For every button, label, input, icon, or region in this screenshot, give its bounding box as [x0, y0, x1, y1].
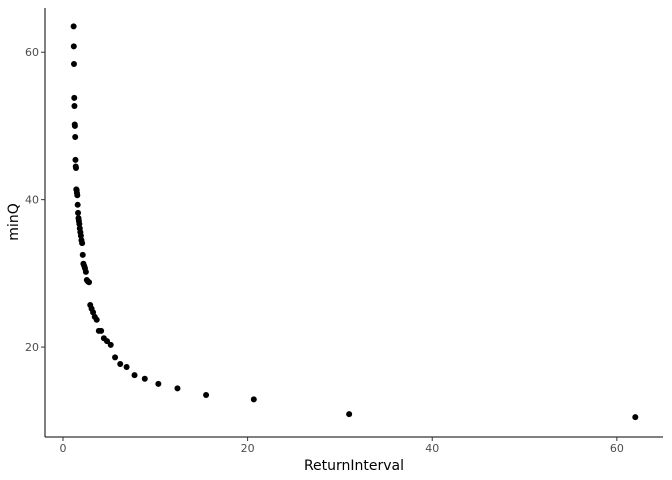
point [250, 396, 257, 403]
point [71, 121, 78, 128]
x-tick-label: 40 [425, 442, 439, 455]
x-tick-label: 60 [610, 442, 624, 455]
point [131, 372, 138, 379]
y-axis-title: minQ [6, 203, 22, 240]
point [70, 61, 77, 68]
y-tick-label: 40 [25, 194, 39, 207]
x-tick-label: 0 [60, 442, 67, 455]
point [74, 201, 81, 208]
point [123, 363, 130, 370]
point [78, 237, 85, 244]
point [83, 276, 90, 283]
point [75, 209, 82, 216]
point [73, 186, 80, 193]
point [87, 302, 94, 309]
point [203, 391, 210, 398]
point [100, 335, 107, 342]
point [75, 215, 82, 222]
point [112, 354, 119, 361]
y-tick-label: 60 [25, 46, 39, 59]
point [107, 341, 114, 348]
point [71, 103, 78, 110]
point [70, 23, 77, 30]
point [79, 251, 86, 258]
point [72, 163, 79, 170]
point [95, 327, 102, 334]
point [72, 133, 79, 140]
point [117, 361, 124, 368]
point [174, 385, 181, 392]
x-tick-label: 20 [241, 442, 255, 455]
x-axis-title: ReturnInterval [304, 458, 404, 474]
point [346, 411, 353, 418]
y-tick-label: 20 [25, 341, 39, 354]
point [76, 225, 83, 232]
point [72, 156, 79, 163]
point [70, 43, 77, 50]
point [155, 380, 162, 387]
point [632, 414, 639, 421]
point [71, 94, 78, 101]
point [80, 260, 87, 267]
point [141, 375, 148, 382]
